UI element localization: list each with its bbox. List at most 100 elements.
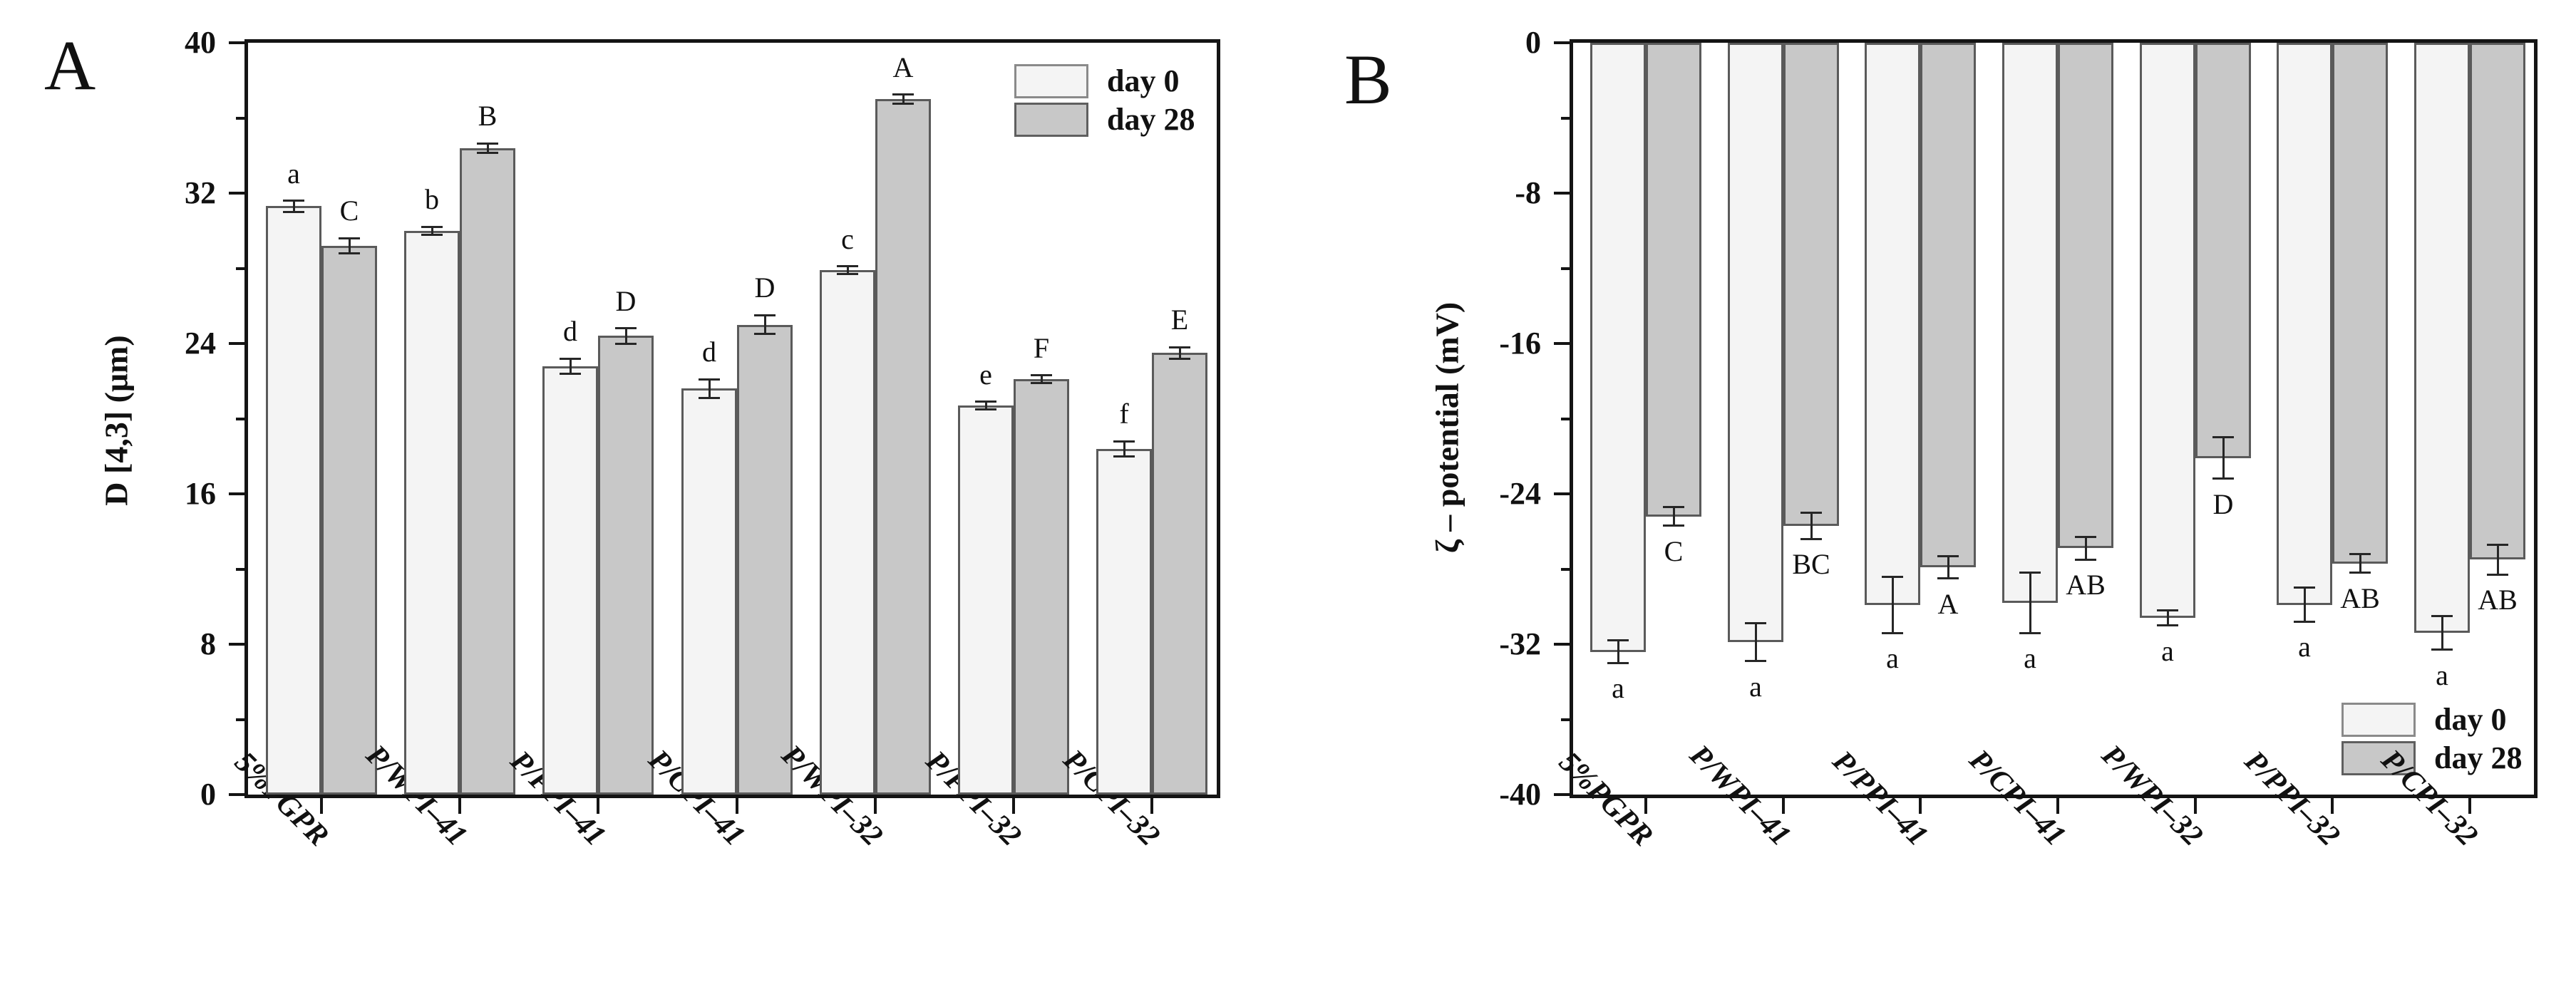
error-bar-top-cap [339, 237, 360, 239]
y-axis-major-tick [229, 793, 244, 796]
day28-bar [1646, 43, 1701, 517]
error-bar-line [1123, 441, 1125, 457]
error-bar-line [1891, 577, 1894, 634]
y-axis-tick-label: 0 [1525, 25, 1541, 60]
error-bar-top-cap [2431, 614, 2453, 617]
day0-legend-label: day 0 [1107, 63, 1180, 98]
significance-letter: d [702, 336, 716, 368]
error-bar-top-cap [754, 314, 776, 316]
x-axis-tick [2468, 795, 2471, 814]
day28-bar [2195, 43, 2251, 458]
y-axis-minor-tick [1561, 116, 1570, 120]
day0-bar [681, 388, 737, 795]
error-bar-line [1947, 556, 1949, 579]
y-axis-tick-label: -32 [1499, 626, 1541, 661]
day0-swatch [2341, 703, 2416, 737]
error-bar-top-cap [1882, 575, 1903, 578]
error-bar-line [569, 358, 572, 374]
y-axis-minor-tick [236, 718, 244, 721]
day28-bar [1920, 43, 1976, 567]
significance-letter: AB [2066, 569, 2106, 601]
error-bar-bottom-cap [1031, 381, 1052, 384]
significance-letter: f [1119, 398, 1129, 430]
y-axis-tick-label: 8 [200, 626, 216, 661]
day0-legend-label: day 0 [2434, 702, 2507, 737]
error-bar-top-cap [560, 357, 581, 360]
error-bar-line [624, 328, 627, 343]
x-axis-category-label: P/WPI–32 [2095, 738, 2210, 853]
significance-letter: a [2436, 658, 2448, 691]
day0-bar [542, 366, 598, 795]
error-bar-bottom-cap [1607, 661, 1629, 664]
significance-letter: D [754, 272, 776, 304]
error-bar-bottom-cap [892, 103, 914, 105]
day28-bar [2332, 43, 2388, 564]
day0-bar [404, 230, 460, 795]
x-axis-tick [736, 795, 738, 814]
error-bar-bottom-cap [2294, 620, 2315, 623]
error-bar-bottom-cap [2019, 631, 2041, 634]
y-axis-major-tick [1554, 342, 1570, 345]
significance-letter: C [339, 195, 359, 227]
error-bar-line [2359, 554, 2361, 573]
y-axis-tick-label: -8 [1515, 175, 1541, 210]
error-bar-top-cap [477, 142, 498, 145]
error-bar-top-cap [975, 400, 996, 403]
error-bar-bottom-cap [339, 252, 360, 254]
significance-letter: a [1612, 672, 1624, 705]
error-bar-bottom-cap [1113, 455, 1135, 458]
day28-bar [737, 324, 793, 795]
panel-a-plot-area: day 0 day 28 0 8 16 24 32 40 5%PGPR a C P/WPI–41 b… [185, 27, 1220, 852]
y-axis-minor-tick [1561, 417, 1570, 420]
x-axis-tick [1644, 795, 1647, 814]
y-axis-minor-tick [236, 116, 244, 120]
panel-b-legend: day 0 day 28 [2341, 703, 2522, 780]
significance-letter: a [287, 157, 300, 190]
error-bar-bottom-cap [2349, 572, 2371, 574]
day28-bar [2470, 43, 2525, 560]
error-bar-bottom-cap [2075, 558, 2096, 561]
y-axis-major-tick [229, 41, 244, 44]
error-bar-bottom-cap [2487, 573, 2508, 576]
error-bar-bottom-cap [2157, 624, 2178, 627]
error-bar-line [2084, 537, 2087, 560]
x-axis-tick [320, 795, 323, 814]
x-axis-tick [597, 795, 599, 814]
significance-letter: BC [1792, 548, 1830, 581]
y-axis-tick-label: 32 [185, 175, 216, 210]
panel-b-plot-area: day 0 day 28 -40 -32 -24 -16 -8 0 5%PGPR a C P/WP… [1499, 27, 2538, 852]
error-bar-top-cap [615, 327, 637, 330]
error-bar-top-cap [1937, 554, 1959, 557]
y-axis-minor-tick [1561, 567, 1570, 571]
significance-letter: AB [2340, 582, 2380, 614]
x-axis-tick [1782, 795, 1785, 814]
y-axis-major-tick [1554, 41, 1570, 44]
error-bar-bottom-cap [699, 396, 720, 399]
day28-bar [1783, 43, 1839, 526]
day0-bar [2277, 43, 2332, 605]
significance-letter: A [1937, 587, 1959, 620]
day28-bar [598, 336, 654, 795]
significance-letter: a [1749, 670, 1762, 703]
day0-bar [1865, 43, 1920, 605]
y-axis-tick-label: 24 [185, 326, 216, 361]
error-bar-top-cap [421, 225, 443, 228]
y-axis-minor-tick [1561, 267, 1570, 270]
day28-legend-label: day 28 [1107, 102, 1195, 137]
error-bar-top-cap [1169, 346, 1190, 348]
error-bar-top-cap [1800, 511, 1822, 514]
error-bar-bottom-cap [754, 333, 776, 336]
day0-bar [1096, 448, 1152, 795]
y-axis-tick-label: 16 [185, 476, 216, 511]
error-bar-top-cap [2212, 436, 2234, 439]
panel-a-letter: A [44, 26, 96, 105]
error-bar-bottom-cap [283, 210, 304, 213]
y-axis-major-tick [1554, 643, 1570, 646]
error-bar-line [763, 315, 766, 334]
y-axis-minor-tick [1561, 718, 1570, 721]
day0-bar [266, 206, 321, 795]
y-axis-major-tick [229, 643, 244, 646]
day0-bar [820, 270, 875, 795]
significance-letter: D [615, 284, 637, 317]
